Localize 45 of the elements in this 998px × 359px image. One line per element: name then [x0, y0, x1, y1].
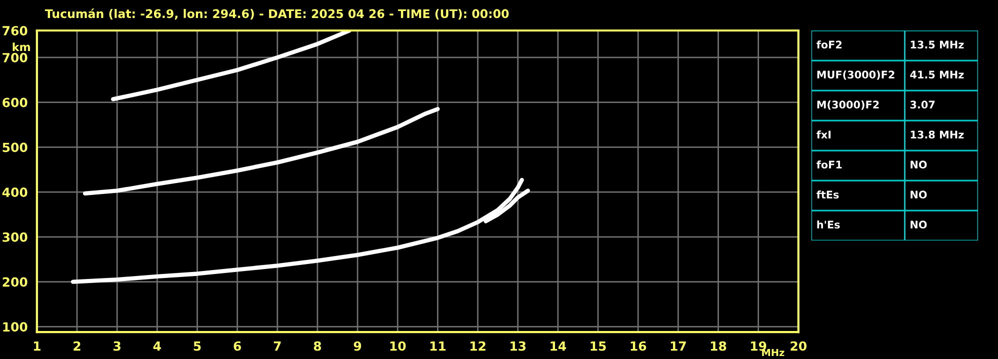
x-tick-label: 9: [354, 341, 362, 351]
text: 41.5 MHz: [910, 70, 964, 79]
text: NO: [910, 220, 927, 229]
y-tick-label: 400: [2, 188, 28, 197]
x-axis-title: MHz: [762, 348, 784, 356]
text: MUF(3000)F2: [817, 70, 894, 80]
text: ftEs: [816, 190, 839, 199]
x-tick-label: 7: [274, 341, 281, 351]
x-tick-label: 8: [314, 341, 322, 351]
x-tick-label: 12: [470, 341, 486, 351]
y-tick-label: 200: [2, 277, 28, 287]
y-tick-label: 500: [2, 142, 28, 152]
text: NO: [910, 190, 927, 199]
y-tick-label: 600: [2, 98, 28, 108]
x-tick-label: 16: [630, 341, 646, 351]
x-tick-label: 5: [194, 341, 201, 351]
x-tick-label: 3: [114, 341, 120, 351]
x-tick-label: 1: [34, 341, 40, 351]
text: NO: [910, 160, 927, 169]
x-tick-label: 11: [430, 341, 446, 351]
x-tick-label: 15: [590, 341, 606, 351]
y-tick-label: 700: [2, 52, 28, 62]
x-tick-label: 2: [74, 341, 80, 351]
text: fxI: [816, 130, 831, 138]
x-tick-label: 18: [710, 341, 726, 351]
x-tick-label: 10: [390, 341, 406, 351]
text: 3.07: [910, 100, 935, 109]
text: h'Es: [817, 220, 840, 229]
y-axis-title: km: [12, 42, 30, 52]
x-tick-label: 13: [510, 341, 526, 351]
y-tick-label: 300: [2, 232, 28, 242]
text: foF2: [816, 40, 842, 49]
text: 13.8 MHz: [910, 130, 964, 139]
text: M(3000)F2: [817, 100, 879, 110]
text: 13.5 MHz: [910, 40, 964, 49]
x-tick-label: 17: [670, 341, 686, 351]
x-tick-label: 19: [751, 341, 766, 351]
text: foF1: [816, 160, 842, 169]
x-tick-label: 14: [550, 341, 566, 351]
x-tick-label: 4: [153, 341, 161, 351]
chart-title: Tucumán (lat: -26.9, lon: 294.6) - DATE: 2025 04 26 - TIME (UT): 00:00: [44, 8, 509, 20]
x-tick-label: 20: [790, 341, 806, 351]
x-tick-label: 6: [234, 341, 241, 351]
y-tick-label: 760: [2, 26, 28, 36]
y-tick-label: 100: [3, 322, 28, 332]
